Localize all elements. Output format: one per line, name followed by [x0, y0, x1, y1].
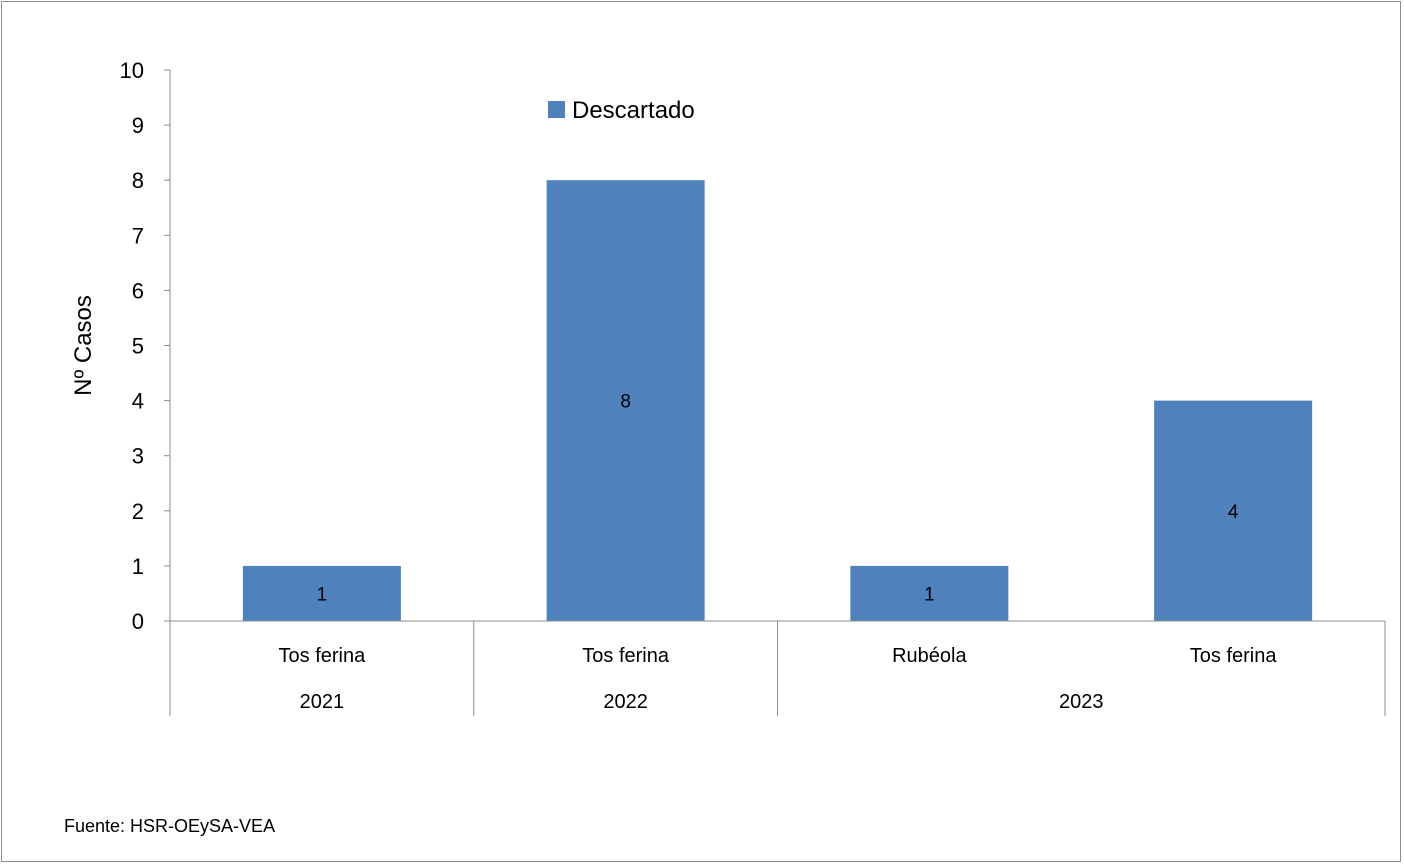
- x-category-label: Tos ferina: [1190, 645, 1278, 667]
- bar: [850, 565, 1009, 621]
- x-category-label: Tos ferina: [582, 645, 670, 667]
- data-label: 8: [620, 392, 631, 413]
- data-label: 1: [317, 584, 328, 605]
- y-tick-label: 9: [132, 113, 144, 138]
- y-tick-label: 3: [132, 444, 144, 469]
- y-tick-label: 5: [132, 334, 144, 359]
- source-note: Fuente: HSR-OEySA-VEA: [64, 816, 276, 836]
- x-category-label: Tos ferina: [279, 645, 367, 667]
- bar: [242, 565, 401, 621]
- y-axis-title: Nº Casos: [70, 295, 97, 396]
- bar: [546, 180, 705, 621]
- y-tick-label: 6: [132, 278, 144, 303]
- y-tick-label: 4: [132, 389, 144, 414]
- x-category-label: Rubéola: [892, 645, 967, 667]
- x-group-label: 2022: [603, 691, 648, 713]
- y-tick-label: 10: [120, 58, 144, 83]
- x-group-label: 2021: [300, 691, 345, 713]
- y-tick-label: 0: [132, 609, 144, 634]
- legend-label: Descartado: [572, 97, 695, 124]
- y-tick-label: 1: [132, 554, 144, 579]
- x-group-label: 2023: [1059, 691, 1104, 713]
- y-tick-label: 2: [132, 499, 144, 524]
- y-tick-label: 7: [132, 223, 144, 248]
- y-tick-label: 8: [132, 168, 144, 193]
- data-label: 4: [1228, 502, 1239, 523]
- legend-swatch: [548, 101, 565, 118]
- data-label: 1: [924, 584, 935, 605]
- bar: [1154, 400, 1313, 621]
